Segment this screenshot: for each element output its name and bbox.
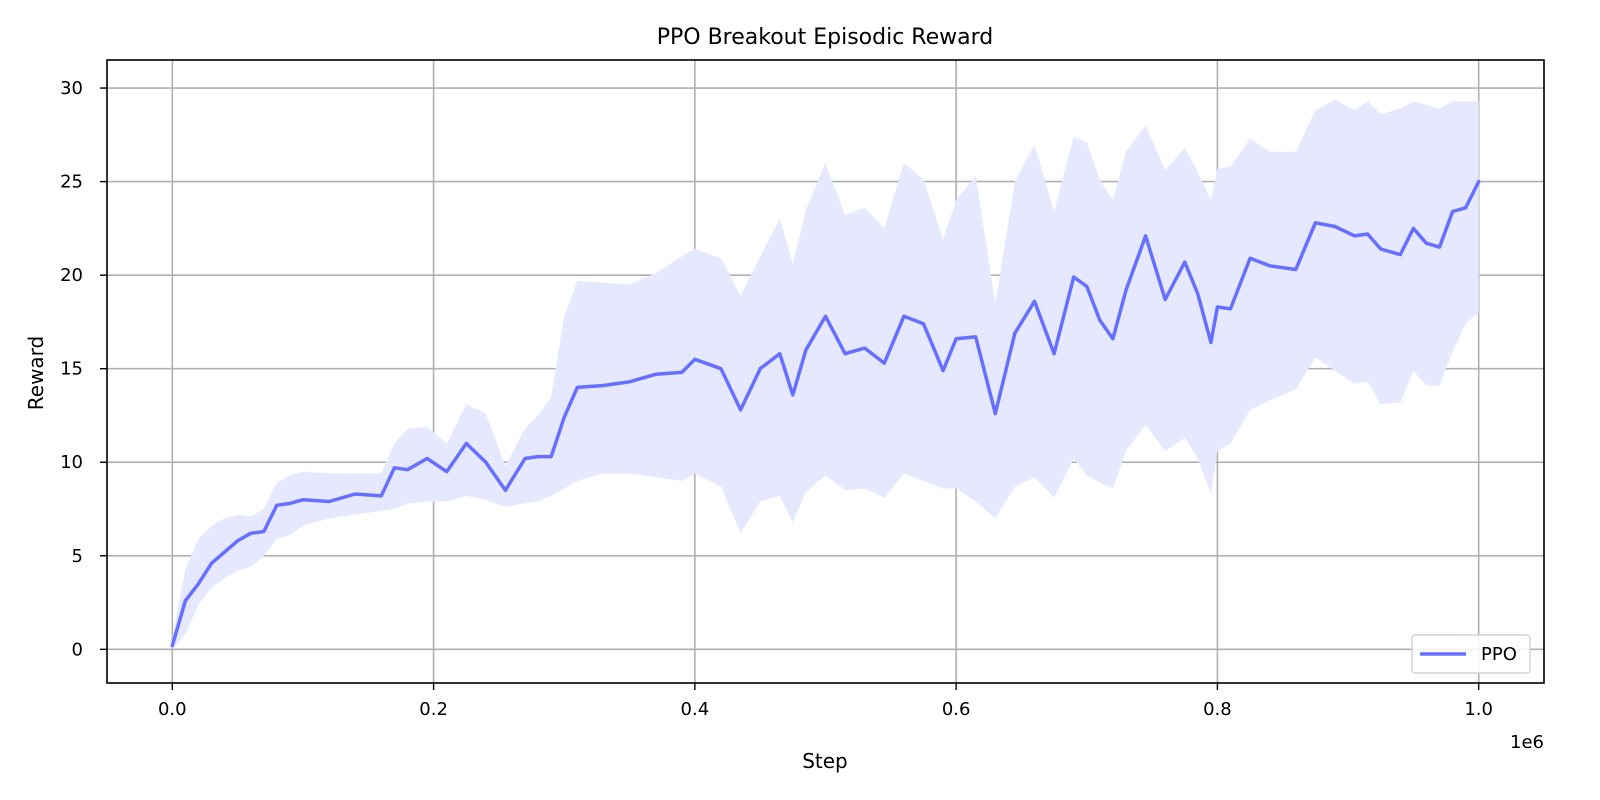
ppo-line (170, 179, 1481, 648)
ppo-std-band (172, 99, 1479, 650)
x-tick-label: 0.6 (942, 699, 971, 720)
y-tick-label: 0 (72, 639, 83, 660)
x-axis-offset-label: 1e6 (1510, 732, 1544, 753)
x-tick-label: 1.0 (1464, 699, 1493, 720)
y-tick-label: 30 (60, 78, 83, 99)
x-tick-label: 0.0 (158, 699, 187, 720)
y-tick-label: 10 (60, 452, 83, 473)
legend: PPO (1411, 634, 1531, 674)
y-tick-label: 15 (60, 359, 83, 380)
y-tick-label: 5 (72, 546, 83, 567)
x-tick-label: 0.2 (419, 699, 448, 720)
x-axis-label: Step (802, 749, 848, 773)
x-tick-label: 0.8 (1203, 699, 1232, 720)
legend-label-ppo: PPO (1481, 644, 1517, 665)
x-axis-ticks: 0.0 0.2 0.4 0.6 0.8 1.0 (158, 683, 1493, 720)
x-tick-label: 0.4 (681, 699, 710, 720)
y-tick-label: 20 (60, 265, 83, 286)
y-tick-label: 25 (60, 172, 83, 193)
y-axis-label: Reward (24, 336, 48, 410)
plot-frame (106, 59, 1545, 684)
chart-title: PPO Breakout Episodic Reward (657, 25, 994, 50)
y-axis-ticks: 0 5 10 15 20 25 30 (60, 78, 107, 660)
legend-box (1411, 634, 1531, 674)
